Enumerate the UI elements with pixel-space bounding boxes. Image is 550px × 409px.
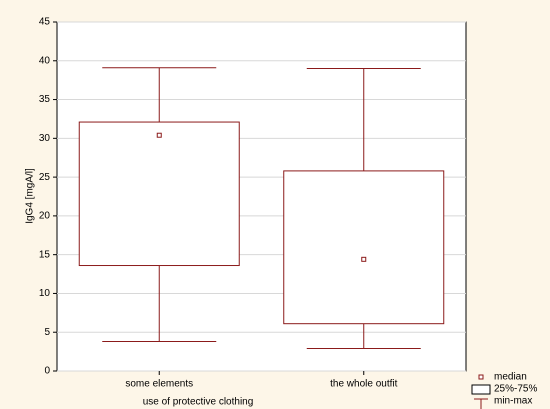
legend-label: min-max — [494, 396, 532, 407]
x-tick-label: the whole outfit — [330, 379, 397, 390]
y-tick-label: 5 — [44, 327, 50, 338]
legend-label: 25%-75% — [494, 384, 537, 395]
y-tick-label: 45 — [39, 17, 51, 28]
y-tick-label: 0 — [44, 366, 50, 377]
y-tick-label: 15 — [39, 249, 51, 260]
y-tick-label: 10 — [39, 288, 51, 299]
legend-label: median — [494, 372, 527, 383]
y-tick-label: 25 — [39, 172, 51, 183]
box — [283, 170, 445, 325]
median-marker — [156, 132, 162, 138]
box — [78, 121, 240, 267]
legend-box-symbol — [471, 384, 491, 395]
y-tick-label: 30 — [39, 133, 51, 144]
y-tick-label: 40 — [39, 55, 51, 66]
x-axis-title: use of protective clothing — [143, 397, 254, 408]
y-tick-label: 20 — [39, 211, 51, 222]
y-axis-title: IgG4 [mgA/l] — [25, 168, 36, 224]
x-tick-label: some elements — [125, 379, 193, 390]
y-tick-label: 35 — [39, 94, 51, 105]
legend-median-symbol — [478, 374, 484, 380]
median-marker — [361, 256, 367, 262]
